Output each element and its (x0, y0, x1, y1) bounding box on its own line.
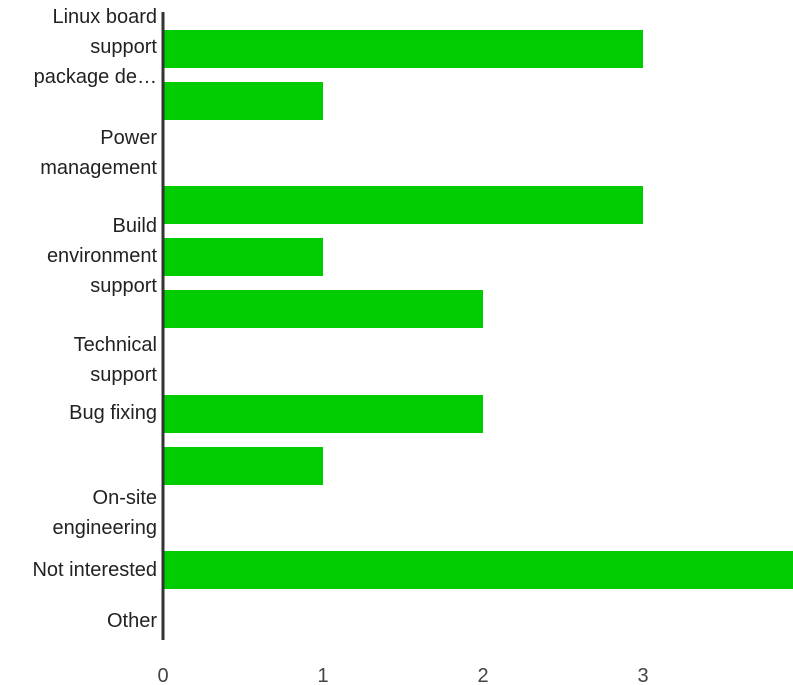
bars-group (163, 30, 793, 589)
x-tick-label: 1 (317, 665, 328, 685)
category-label: Build environment support (46, 215, 157, 297)
category-label: Technical support (73, 334, 157, 386)
category-label: Power management (40, 127, 157, 179)
category-label: Other (106, 610, 157, 632)
bar (163, 238, 323, 276)
bar (163, 395, 483, 433)
category-label: On-site engineering (52, 487, 157, 539)
bar (163, 30, 643, 68)
bar (163, 551, 793, 589)
x-tick-labels: 0 1 2 3 (157, 665, 648, 685)
bar (163, 82, 323, 120)
x-tick-label: 2 (477, 665, 488, 685)
category-label: Bug fixing (69, 402, 157, 424)
bar (163, 447, 323, 485)
bar (163, 290, 483, 328)
category-label: Not interested (32, 559, 157, 581)
bar (163, 186, 643, 224)
x-tick-label: 3 (637, 665, 648, 685)
x-tick-label: 0 (157, 665, 168, 685)
category-label: Linux board support package de… (33, 6, 157, 88)
